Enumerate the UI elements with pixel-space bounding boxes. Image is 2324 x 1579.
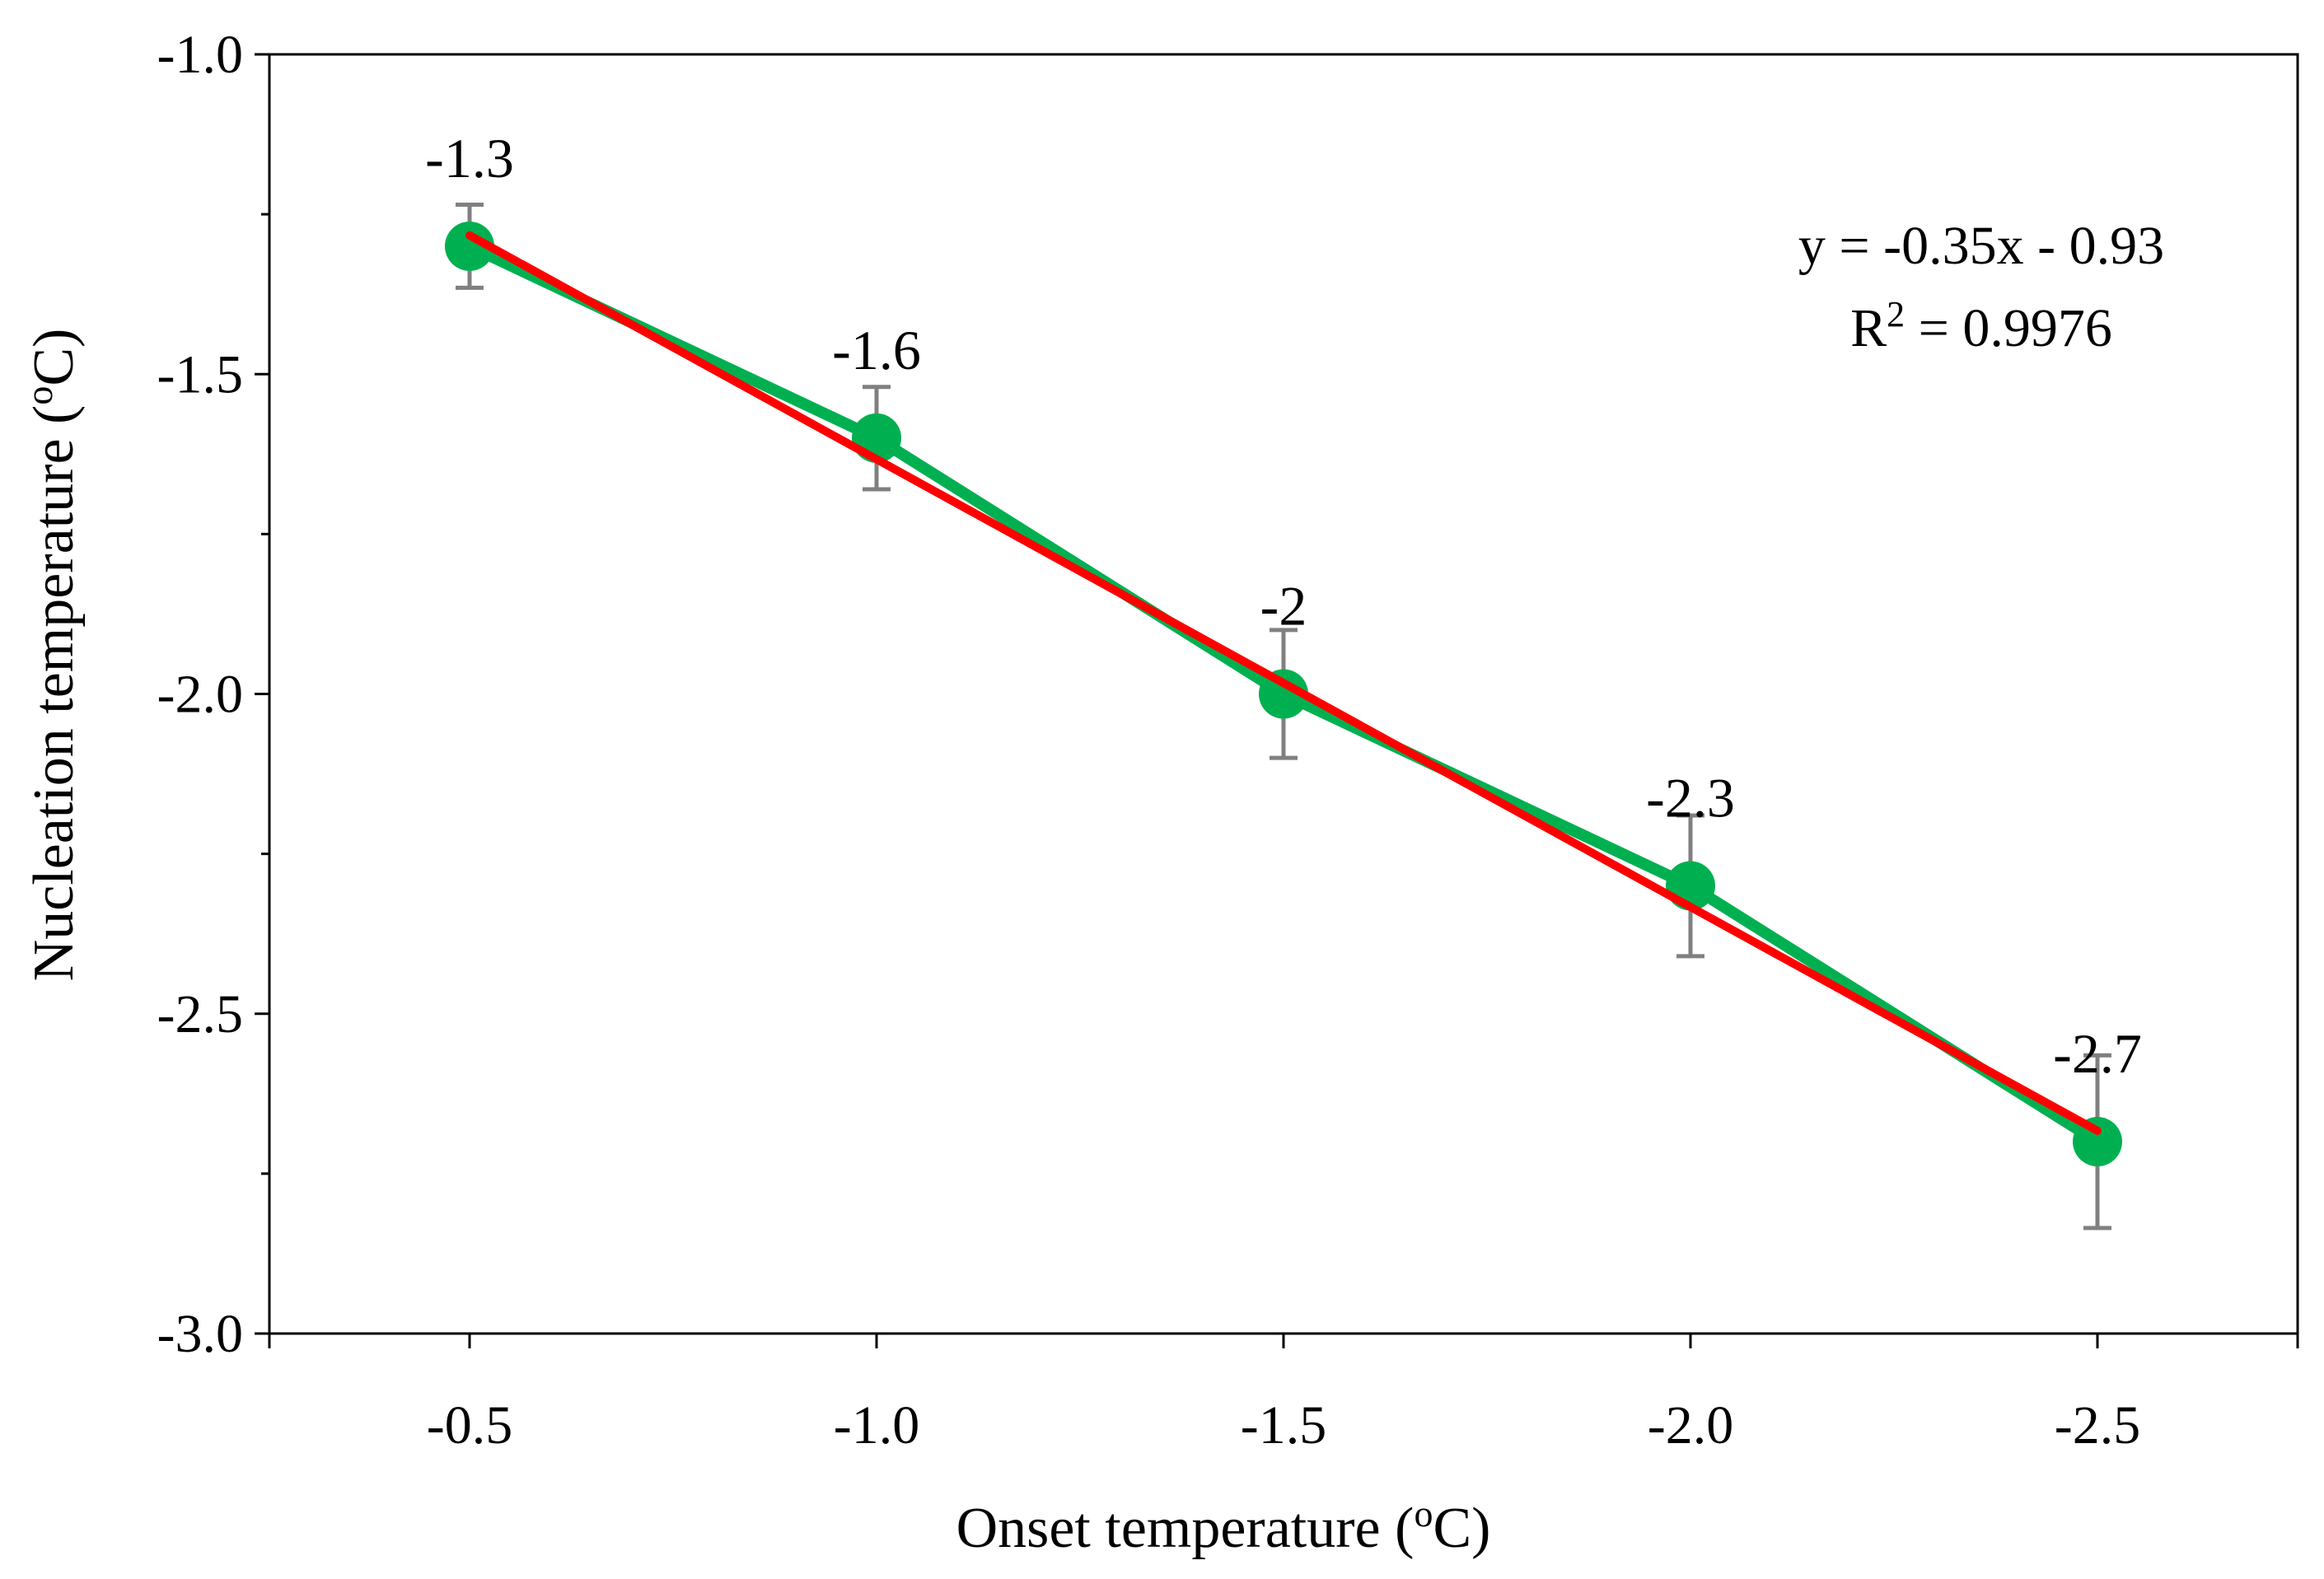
x-tick-label: -1.0	[834, 1395, 919, 1455]
y-tick-label: -3.0	[157, 1304, 243, 1364]
x-axis-title: Onset temperature (oC)	[956, 1493, 1491, 1561]
data-point-marker	[445, 221, 494, 271]
equation-annotation: y = -0.35x - 0.93	[1798, 216, 2164, 276]
y-tick-label: -1.5	[157, 344, 243, 404]
data-point-marker	[1259, 669, 1308, 719]
x-tick-label: -0.5	[427, 1395, 512, 1455]
trendline-group	[465, 231, 2102, 1135]
data-label: -2.3	[1646, 766, 1735, 829]
data-label: -2.7	[2053, 1022, 2142, 1085]
error-bars	[456, 202, 2111, 1231]
data-label: -2	[1260, 575, 1307, 638]
trendline	[465, 231, 2102, 1135]
x-tick-label: -2.0	[1648, 1395, 1733, 1455]
axis-ticks	[255, 53, 2299, 1348]
data-label: -1.6	[832, 319, 921, 381]
y-tick-labels: -1.0 -1.5 -2.0 -2.5 -3.0	[157, 25, 243, 1364]
r-squared-annotation: R2 = 0.9976	[1850, 294, 2112, 359]
x-tick-label: -1.5	[1241, 1395, 1326, 1455]
y-axis-title: Nucleation temperature (oC)	[18, 329, 87, 982]
x-tick-label: -2.5	[2055, 1395, 2140, 1455]
data-point-marker	[2073, 1117, 2122, 1167]
data-label: -1.3	[425, 127, 514, 189]
y-tick-label: -1.0	[157, 25, 243, 85]
y-tick-label: -2.5	[157, 984, 243, 1044]
data-labels: -1.3 -1.6 -2 -2.3 -2.7	[425, 127, 2142, 1085]
y-tick-label: -2.0	[157, 665, 243, 725]
x-tick-labels: -0.5 -1.0 -1.5 -2.0 -2.5	[427, 1395, 2140, 1455]
